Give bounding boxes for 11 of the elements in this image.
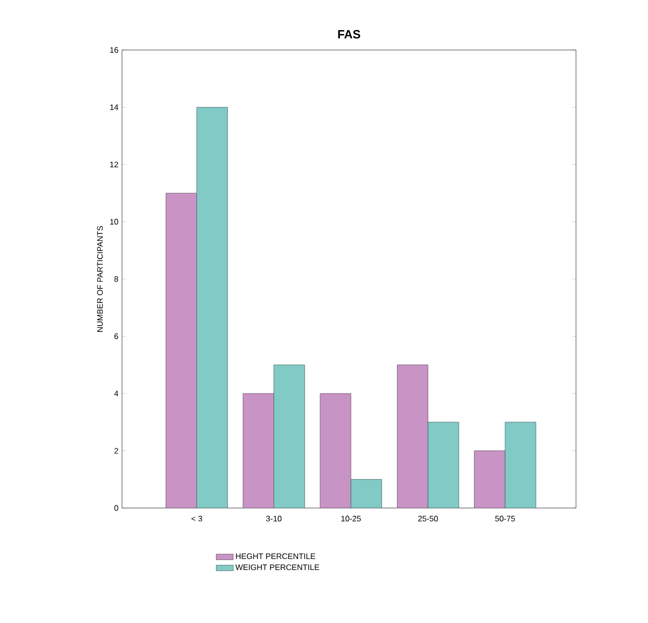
bar — [274, 364, 305, 508]
bar — [320, 393, 352, 508]
bar — [396, 364, 428, 508]
bar — [474, 450, 506, 508]
chart-title: FAS — [338, 30, 360, 38]
bar — [504, 422, 536, 508]
bar — [428, 422, 460, 508]
bar — [166, 192, 197, 508]
bar — [350, 479, 382, 508]
bar — [242, 393, 274, 508]
bar — [196, 107, 228, 508]
